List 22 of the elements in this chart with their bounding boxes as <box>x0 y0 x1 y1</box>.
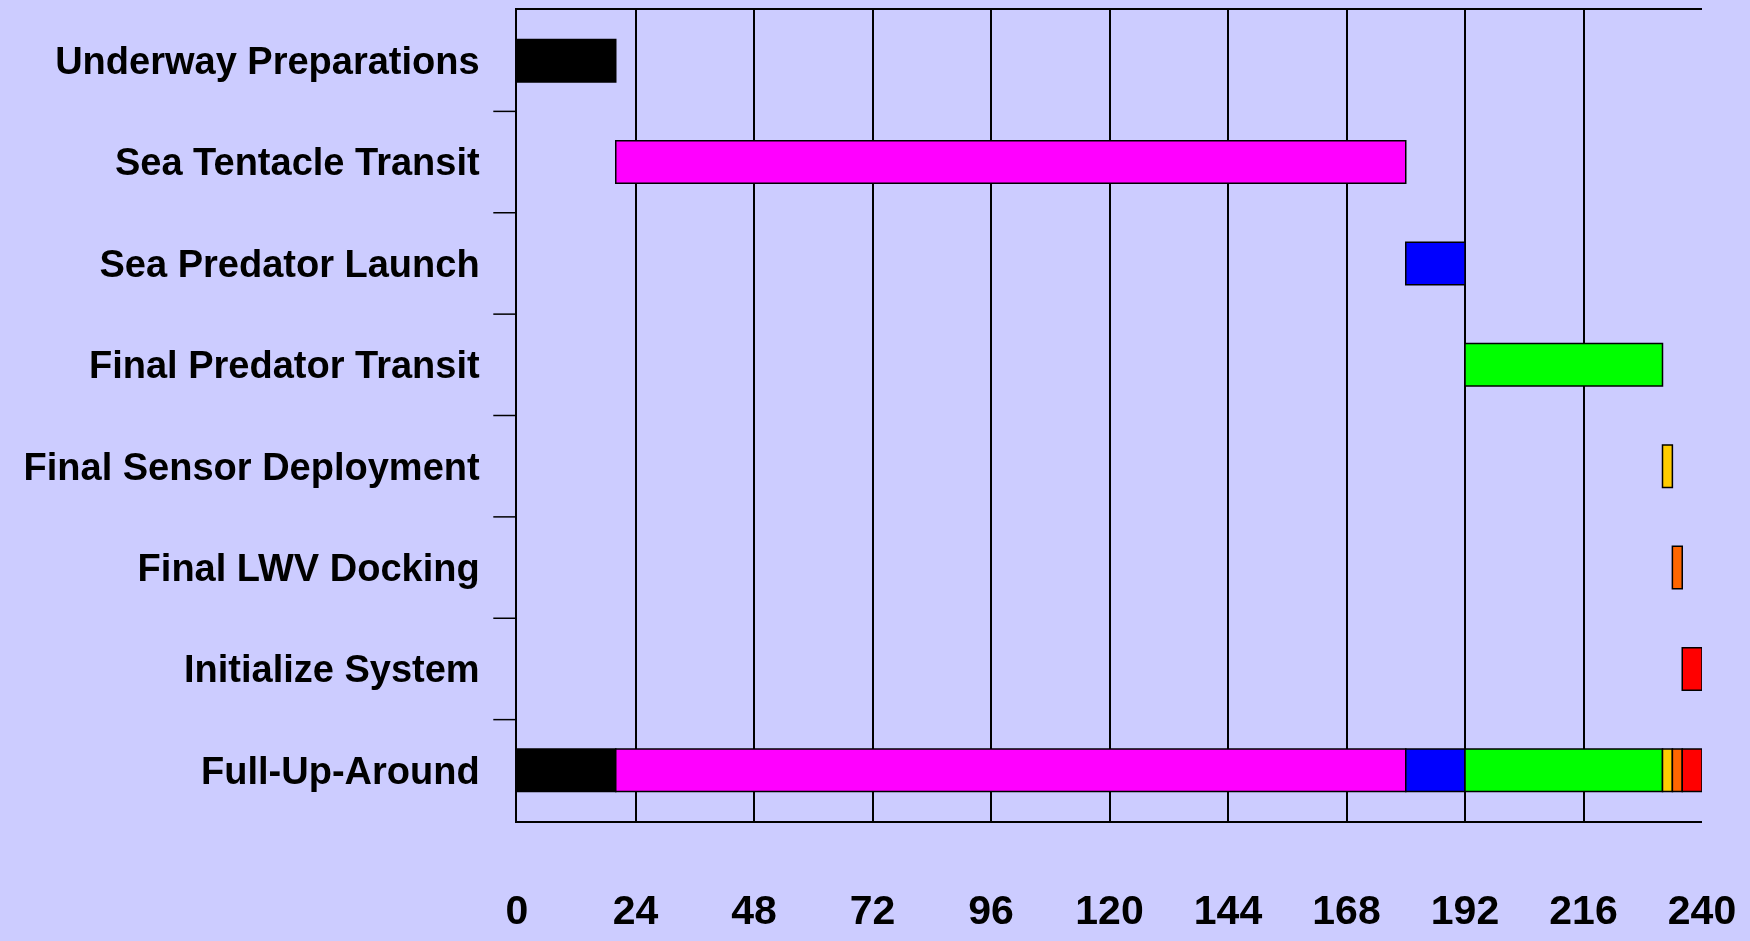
x-tick-label: 144 <box>1193 886 1263 933</box>
x-tick-label: 48 <box>731 886 777 933</box>
bar <box>1681 646 1702 691</box>
y-tick-label: Final Predator Transit <box>88 344 480 387</box>
y-tick-label: Final LWV Docking <box>137 546 480 589</box>
y-tick-label: Final Sensor Deployment <box>23 445 480 488</box>
x-tick-label: 96 <box>968 886 1014 933</box>
x-tick-label: 240 <box>1667 886 1737 933</box>
bar <box>1671 545 1683 590</box>
x-tick-label: 192 <box>1430 886 1500 933</box>
bar <box>1661 444 1674 489</box>
x-tick-label: 216 <box>1549 886 1618 933</box>
x-tick-label: 24 <box>612 886 659 933</box>
x-tick-label: 120 <box>1075 886 1144 933</box>
y-tick-label: Initialize System <box>183 648 480 691</box>
y-tick-label: Sea Tentacle Transit <box>114 141 480 184</box>
x-tick-label: 72 <box>849 886 896 933</box>
y-tick-label: Underway Preparations <box>55 39 480 82</box>
x-tick-label: 0 <box>505 886 529 933</box>
y-tick-label: Sea Predator Launch <box>99 242 480 285</box>
x-tick-label: 168 <box>1312 886 1381 933</box>
y-tick-label: Full-Up-Around <box>201 749 480 792</box>
